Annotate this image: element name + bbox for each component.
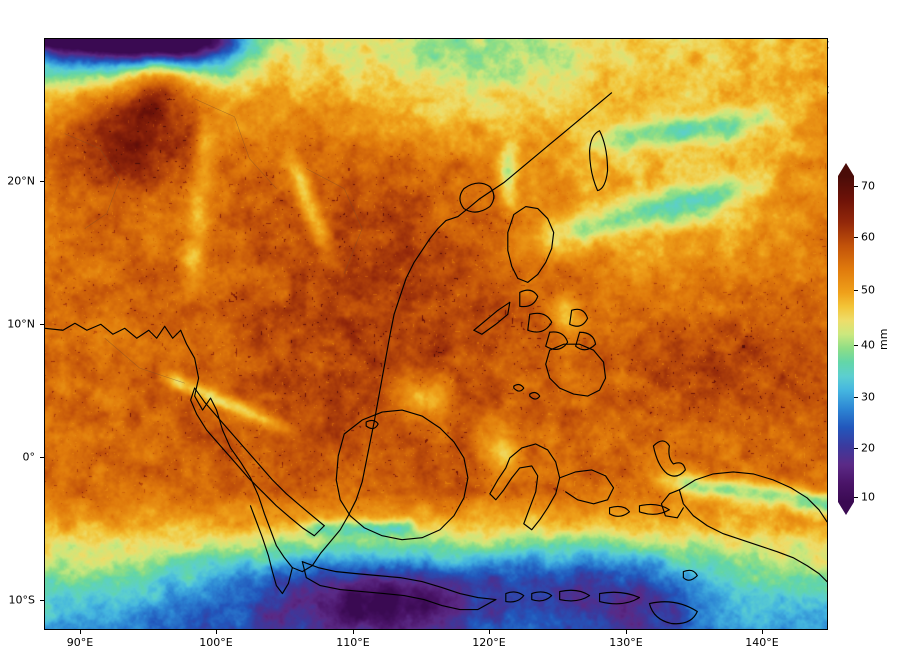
x-tick-mark [626,630,628,634]
x-tick-mark [762,630,764,634]
y-tick-label: 10°N [7,317,35,331]
x-tick-label: 90°E [66,636,94,649]
colorbar-tick-mark [854,345,858,347]
colorbar-extend-max-arrow [838,163,854,176]
colorbar-extend-min-arrow [838,502,854,515]
colorbar-tick-label: 30 [861,390,875,404]
coastline-overlay [45,92,827,625]
colorbar-tick-label: 10 [861,490,875,504]
colorbar-tick-mark [854,497,858,499]
y-tick-label: 0° [22,450,36,464]
x-tick-mark [353,630,355,634]
map-plot-area [44,38,828,630]
country-borders [64,98,363,384]
x-tick-mark [216,630,218,634]
colorbar [838,163,854,515]
colorbar-tick-label: 40 [861,338,875,352]
tpw-raster-field [45,39,827,629]
x-tick-label: 140°E [745,636,779,649]
x-tick-label: 120°E [472,636,506,649]
colorbar-gradient [838,176,854,502]
y-tick-mark [40,600,44,602]
x-tick-mark [80,630,82,634]
colorbar-tick-mark [854,397,858,399]
y-tick-mark [40,181,44,183]
x-tick-label: 100°E [199,636,233,649]
colorbar-tick-mark [854,290,858,292]
y-tick-label: 20°N [7,174,35,188]
colorbar-tick-mark [854,186,858,188]
x-tick-label: 130°E [609,636,643,649]
colorbar-tick-label: 50 [861,283,875,297]
colorbar-tick-label: 70 [861,179,875,193]
colorbar-tick-label: 20 [861,441,875,455]
y-tick-mark [40,457,44,459]
colorbar-tick-mark [854,237,858,239]
x-tick-label: 110°E [336,636,370,649]
colorbar-tick-mark [854,448,858,450]
colorbar-unit-label: mm [877,328,890,350]
y-tick-label: 10°S [8,593,35,607]
x-tick-mark [489,630,491,634]
coastlines [45,92,827,625]
y-tick-mark [40,324,44,326]
colorbar-tick-label: 60 [861,230,875,244]
